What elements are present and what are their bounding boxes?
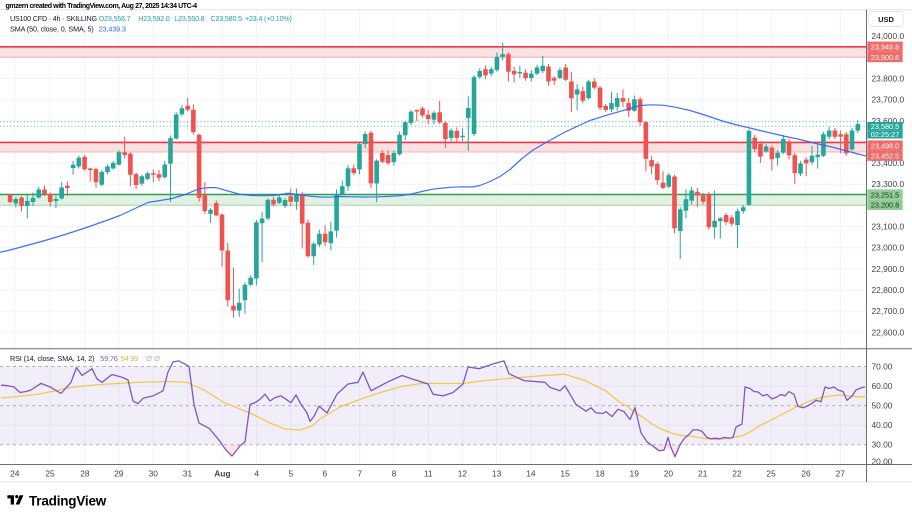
svg-text:30: 30 — [149, 469, 159, 479]
svg-text:21: 21 — [698, 469, 708, 479]
svg-text:15: 15 — [560, 469, 570, 479]
svg-text:22: 22 — [732, 469, 742, 479]
svg-text:13: 13 — [492, 469, 502, 479]
svg-text:RSI (14, close, SMA, 14, 2)59.: RSI (14, close, SMA, 14, 2) 59.76 54.99 ∅ ∅ — [10, 354, 160, 363]
svg-text:50.00: 50.00 — [872, 401, 893, 411]
svg-text:22,700.0: 22,700.0 — [872, 306, 905, 316]
svg-text:22,600.0: 22,600.0 — [872, 327, 905, 337]
svg-text:11: 11 — [424, 469, 433, 479]
svg-text:31: 31 — [183, 469, 193, 479]
svg-text:14: 14 — [526, 469, 536, 479]
svg-text:29: 29 — [114, 469, 124, 479]
svg-text:Aug: Aug — [214, 469, 230, 479]
svg-text:gmzern created with TradingVie: gmzern created with TradingView.com, Aug… — [6, 3, 198, 10]
svg-text:4: 4 — [254, 469, 259, 479]
svg-text:25: 25 — [766, 469, 776, 479]
svg-text:SMA (50, close, 0, SMA, 5)23,4: SMA (50, close, 0, SMA, 5) 23,439.3 — [10, 25, 126, 34]
svg-text:19: 19 — [630, 469, 640, 479]
svg-text:70.00: 70.00 — [872, 362, 893, 372]
svg-text:12: 12 — [458, 469, 468, 479]
svg-text:23,452.5: 23,452.5 — [871, 152, 899, 161]
svg-text:25: 25 — [45, 469, 55, 479]
svg-text:40.00: 40.00 — [872, 420, 893, 430]
svg-text:23,251.5: 23,251.5 — [871, 190, 899, 199]
svg-text:28: 28 — [80, 469, 90, 479]
svg-text:23,580.5: 23,580.5 — [871, 122, 899, 131]
svg-text:TradingView: TradingView — [29, 494, 107, 509]
svg-text:24: 24 — [10, 469, 20, 479]
svg-text:18: 18 — [595, 469, 605, 479]
svg-text:23,498.0: 23,498.0 — [871, 141, 899, 150]
svg-text:23,600.0: 23,600.0 — [872, 116, 905, 126]
svg-text:60.00: 60.00 — [872, 381, 893, 391]
svg-text:23,300.0: 23,300.0 — [872, 179, 905, 189]
svg-text:23,800.0: 23,800.0 — [872, 74, 905, 84]
svg-text:5: 5 — [288, 469, 293, 479]
svg-text:24,000.0: 24,000.0 — [872, 31, 905, 41]
svg-text:22,900.0: 22,900.0 — [872, 264, 905, 274]
svg-text:23,400.0: 23,400.0 — [872, 158, 905, 168]
svg-text:27: 27 — [836, 469, 846, 479]
svg-text:20.00: 20.00 — [872, 457, 893, 467]
svg-text:8: 8 — [392, 469, 397, 479]
svg-text:22,800.0: 22,800.0 — [872, 285, 905, 295]
svg-text:30.00: 30.00 — [872, 440, 893, 450]
svg-text:23,700.0: 23,700.0 — [872, 95, 905, 105]
svg-text:USD: USD — [878, 15, 894, 24]
svg-text:23,000.0: 23,000.0 — [872, 243, 905, 253]
svg-text:6: 6 — [322, 469, 327, 479]
svg-text:02:25:27: 02:25:27 — [871, 130, 900, 139]
svg-text:26: 26 — [801, 469, 811, 479]
svg-text:23,949.8: 23,949.8 — [871, 43, 899, 52]
svg-text:7: 7 — [357, 469, 362, 479]
svg-text:23,100.0: 23,100.0 — [872, 222, 905, 232]
svg-text:23,900.6: 23,900.6 — [871, 53, 899, 62]
svg-text:20: 20 — [664, 469, 674, 479]
svg-text:23,200.8: 23,200.8 — [871, 201, 899, 210]
